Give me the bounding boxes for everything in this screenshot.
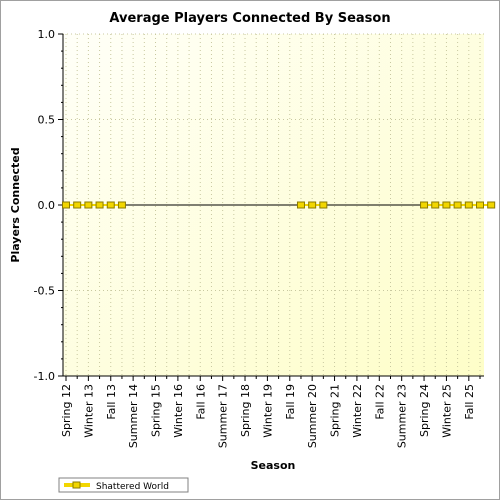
data-point bbox=[464, 201, 473, 209]
x-tick-label: Spring 15 bbox=[150, 384, 163, 437]
y-tick-label: 0.0 bbox=[38, 199, 56, 212]
x-tick-label: Spring 21 bbox=[329, 384, 342, 437]
x-tick-label: Winter 25 bbox=[440, 384, 453, 438]
data-point bbox=[84, 201, 93, 209]
data-point bbox=[308, 201, 317, 209]
data-point bbox=[476, 201, 484, 209]
x-tick-label: Winter 22 bbox=[351, 384, 364, 438]
data-point bbox=[453, 201, 462, 209]
x-tick-label: Spring 12 bbox=[60, 384, 73, 437]
x-tick-label: Summer 20 bbox=[306, 384, 319, 448]
legend-box bbox=[58, 477, 189, 493]
x-tick-label: Spring 18 bbox=[239, 384, 252, 437]
data-point bbox=[487, 201, 496, 209]
y-tick-label: -1.0 bbox=[34, 370, 55, 383]
x-tick-label: Winter 16 bbox=[172, 384, 185, 438]
data-point bbox=[431, 201, 440, 209]
data-point bbox=[296, 201, 305, 209]
axes: 1.0 0.5 0.0 -0.5 -1.0 Spring 12 Winter 13 Fall … bbox=[34, 28, 484, 448]
x-tick-label: Spring 24 bbox=[418, 384, 431, 437]
y-axis-label: Players Connected bbox=[9, 147, 22, 262]
x-tick-label: Fall 25 bbox=[463, 384, 476, 420]
data-point bbox=[106, 201, 115, 209]
x-tick-label: Fall 16 bbox=[194, 384, 207, 420]
data-point bbox=[319, 201, 328, 209]
legend-swatch-marker bbox=[72, 481, 81, 489]
data-point bbox=[62, 201, 70, 209]
legend: Shattered World bbox=[58, 477, 189, 493]
x-tick-label: Winter 19 bbox=[261, 384, 274, 438]
data-point bbox=[442, 201, 451, 209]
series-shattered-world bbox=[62, 201, 496, 209]
x-tick-label: Fall 19 bbox=[284, 384, 297, 420]
x-tick-label: Summer 17 bbox=[217, 384, 230, 448]
x-tick-label: Summer 23 bbox=[396, 384, 409, 448]
data-point bbox=[73, 201, 82, 209]
data-point bbox=[117, 201, 126, 209]
x-tick-label: Winter 13 bbox=[82, 384, 95, 438]
data-point bbox=[420, 201, 429, 209]
x-axis-label: Season bbox=[251, 459, 296, 472]
y-tick-label: 0.5 bbox=[38, 114, 56, 127]
chart-title: Average Players Connected By Season bbox=[109, 11, 390, 26]
legend-label: Shattered World bbox=[96, 482, 169, 492]
x-tick-label: Fall 13 bbox=[105, 384, 118, 420]
grid bbox=[63, 33, 484, 377]
x-tick-label: Summer 14 bbox=[127, 384, 140, 448]
y-tick-label: -0.5 bbox=[34, 285, 55, 298]
y-tick-label: 1.0 bbox=[38, 28, 56, 41]
x-tick-label: Fall 22 bbox=[373, 384, 386, 420]
data-point bbox=[95, 201, 104, 209]
